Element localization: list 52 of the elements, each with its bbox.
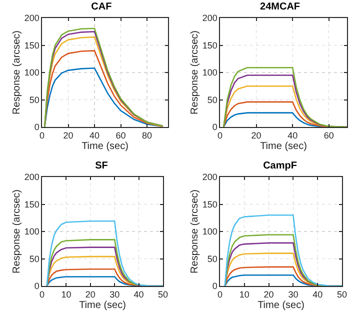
y-axis-title: Response (arcsec)	[11, 30, 22, 114]
y-tick-label: 0	[34, 122, 40, 132]
y-axis-title: Response (arcsec)	[189, 30, 200, 114]
chart-title: CAF	[91, 1, 112, 12]
y-tick-label: 100	[24, 226, 40, 237]
y-tick-label: 200	[202, 172, 218, 182]
y-tick-label: 100	[24, 68, 40, 78]
line-series	[46, 220, 163, 286]
x-tick-label: 50	[336, 290, 348, 300]
y-tick-label: 50	[29, 254, 40, 264]
x-tick-label: 50	[158, 290, 168, 300]
x-axis-title: Time (sec)	[258, 300, 304, 312]
y-tick-label: 150	[202, 40, 218, 50]
x-tick-label: 40	[89, 130, 100, 141]
x-tick-label: 40	[134, 290, 144, 300]
x-tick-label: 20	[63, 130, 74, 141]
y-tick-label: 50	[207, 254, 218, 264]
y-tick-label: 200	[202, 13, 218, 24]
x-tick-label: 20	[264, 290, 274, 300]
x-tick-label: 40	[288, 130, 298, 141]
x-tick-label: 60	[116, 130, 126, 141]
x-tick-label: 20	[85, 290, 96, 300]
y-tick-label: 50	[207, 94, 218, 105]
x-tick-label: 40	[312, 290, 323, 300]
y-tick-label: 150	[24, 199, 40, 210]
y-axis-title: Response (arcsec)	[11, 190, 22, 274]
y-tick-label: 0	[212, 281, 218, 292]
y-tick-label: 200	[24, 13, 40, 24]
y-tick-label: 100	[202, 226, 218, 237]
y-axis-title: Response (arcsec)	[189, 190, 200, 274]
x-axis-title: Time (sec)	[79, 300, 126, 312]
x-tick-label: 20	[251, 130, 262, 141]
y-tick-label: 150	[24, 40, 40, 50]
y-tick-label: 100	[202, 68, 218, 78]
x-tick-label: 30	[288, 290, 298, 300]
x-axis-title: Time (sec)	[82, 141, 128, 152]
chart-title: CampF	[263, 160, 297, 172]
chart-title: SF	[95, 160, 108, 172]
y-tick-label: 200	[24, 172, 40, 182]
y-tick-label: 50	[29, 94, 40, 105]
y-tick-label: 0	[34, 281, 40, 292]
x-axis-title: Time (sec)	[260, 141, 307, 152]
chart-title: 24MCAF	[260, 1, 300, 12]
line-series	[44, 67, 164, 127]
y-tick-label: 0	[212, 122, 218, 132]
x-tick-label: 80	[142, 130, 152, 141]
x-tick-label: 30	[110, 290, 120, 300]
line-series	[224, 214, 342, 286]
y-tick-label: 150	[202, 199, 218, 210]
x-tick-label: 60	[324, 130, 334, 141]
x-tick-label: 10	[61, 290, 72, 300]
x-tick-label: 10	[239, 290, 250, 300]
